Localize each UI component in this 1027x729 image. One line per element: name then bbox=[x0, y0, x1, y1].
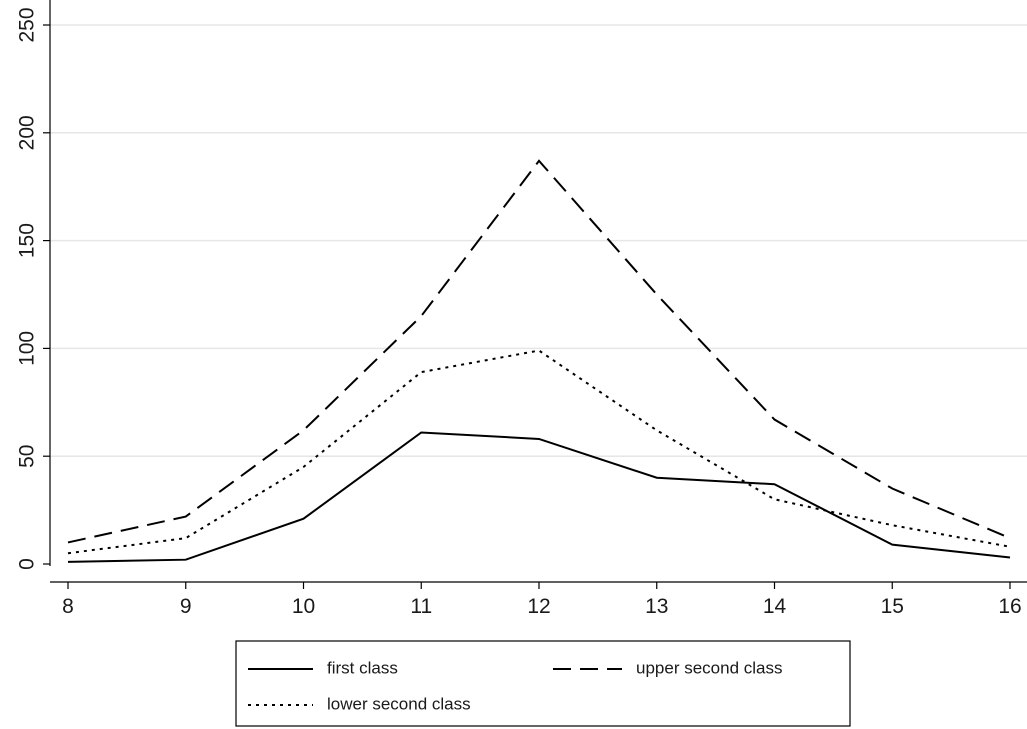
legend-label: upper second class bbox=[636, 658, 782, 677]
x-tick-label: 13 bbox=[645, 595, 668, 618]
legend: first class upper second class lower secon… bbox=[235, 640, 851, 727]
y-tick-label: 50 bbox=[16, 445, 39, 468]
axes: 0 50 100 150 200 250 8 9 10 11 12 13 14 15 16 bbox=[16, 0, 1027, 618]
series-lines bbox=[67, 159, 1011, 563]
x-tick-label: 10 bbox=[292, 595, 315, 618]
x-tick-label: 12 bbox=[527, 595, 550, 618]
y-tick-label: 200 bbox=[16, 115, 39, 150]
series-line-lower-second-class bbox=[67, 349, 1011, 555]
x-tick-label: 11 bbox=[410, 595, 432, 618]
x-tick-label: 8 bbox=[62, 595, 74, 618]
y-tick-label: 0 bbox=[16, 558, 39, 570]
x-tick-label: 15 bbox=[881, 595, 904, 618]
y-tick-label: 150 bbox=[16, 223, 39, 258]
y-tick-label: 250 bbox=[16, 7, 39, 42]
x-tick-label: 9 bbox=[180, 595, 192, 618]
y-tick-label: 100 bbox=[16, 331, 39, 366]
gridlines bbox=[50, 24, 1027, 457]
legend-label: lower second class bbox=[327, 694, 471, 713]
series-line-upper-second-class bbox=[67, 159, 1011, 544]
legend-label: first class bbox=[327, 658, 398, 677]
x-tick-label: 16 bbox=[998, 595, 1021, 618]
series-line-first-class bbox=[67, 431, 1011, 563]
x-tick-label: 14 bbox=[763, 595, 787, 618]
legend-box bbox=[235, 640, 851, 727]
